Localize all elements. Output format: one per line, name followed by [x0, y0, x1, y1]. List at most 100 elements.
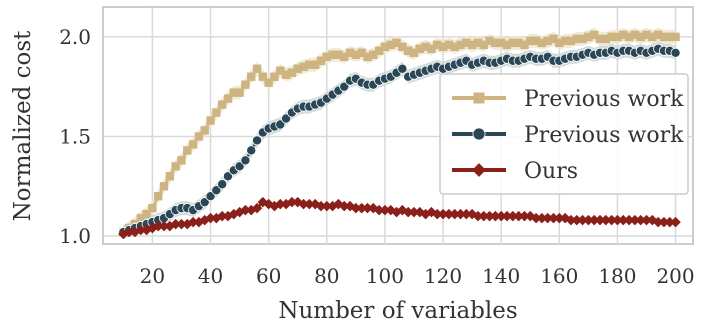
series-2-point: [635, 214, 646, 226]
series-0-point: [630, 30, 640, 40]
series-0-point: [328, 50, 337, 59]
series-1-point: [211, 185, 222, 196]
series-0-point: [293, 64, 302, 73]
series-2-point: [577, 214, 588, 226]
series-2-point: [513, 210, 524, 222]
series-2-point: [205, 212, 216, 224]
series-0-point: [613, 32, 622, 42]
series-0-point: [392, 38, 401, 48]
series-0-point: [642, 30, 651, 40]
series-0-point: [270, 72, 279, 81]
series-2-point: [373, 204, 385, 216]
series-0-point: [456, 40, 465, 50]
series-0-point: [589, 30, 599, 40]
series-0-point: [310, 60, 320, 69]
series-0-point: [578, 34, 587, 44]
series-0-point: [299, 62, 308, 71]
series-2-point: [158, 220, 170, 232]
series-0-point: [223, 94, 233, 103]
tick-labels: 20 40 60 80 100 120 140 160 180 200 1.0 1.5 2.0: [59, 25, 694, 288]
series-2-point: [298, 198, 309, 210]
series-2-point: [176, 218, 187, 230]
series-0-point: [619, 30, 628, 40]
series-2-point: [216, 210, 228, 222]
series-2-point: [612, 214, 623, 226]
series-0-point: [450, 42, 459, 52]
series-0-point: [508, 38, 518, 48]
series-0-point: [624, 32, 634, 42]
series-0-point: [444, 40, 454, 50]
series-2-point: [495, 210, 507, 222]
series-2-point: [490, 210, 501, 222]
legend-label: Ours: [524, 159, 578, 184]
series-0-point: [281, 70, 291, 79]
series-0-point: [183, 146, 192, 155]
series-0-point: [345, 48, 355, 58]
series-0-point: [584, 32, 593, 42]
series-0-point: [636, 32, 645, 42]
series-0-point: [351, 50, 361, 59]
series-2-point: [623, 214, 635, 226]
series-0-point: [136, 213, 145, 223]
series-2-point: [641, 214, 652, 226]
series-2-point: [484, 210, 495, 222]
series-0-point: [595, 34, 605, 44]
series-1-point: [339, 81, 350, 92]
series-0-point: [287, 68, 297, 77]
series-2-point: [315, 200, 327, 212]
x-tick-label: 20: [140, 264, 165, 288]
series-0-point: [491, 38, 500, 48]
series-2-point: [187, 216, 199, 228]
series-0-point: [380, 42, 390, 52]
series-2-point: [478, 210, 489, 222]
series-2-point: [437, 208, 449, 220]
x-tick-label: 180: [598, 264, 636, 288]
series-markers: [118, 30, 681, 240]
series-2-point: [449, 208, 460, 220]
series-0-point: [217, 100, 227, 109]
series-0-point: [235, 88, 244, 97]
legend: Previous work Previous work Ours: [439, 73, 689, 195]
series-2-point: [530, 212, 542, 224]
series-0-point: [433, 40, 442, 50]
series-0-point: [229, 88, 238, 97]
series-1-point: [275, 119, 286, 130]
series-0-point: [148, 203, 157, 213]
series-0-point: [549, 34, 558, 44]
series-0-point: [531, 36, 541, 46]
series-2-point: [588, 214, 600, 226]
series-2-point: [617, 214, 629, 226]
legend-box: [439, 73, 689, 195]
series-0-point: [334, 50, 343, 59]
series-0-point: [212, 108, 221, 117]
series-0-point: [537, 38, 547, 48]
series-2-point: [443, 208, 455, 220]
series-2-point: [461, 208, 472, 220]
series-0-point: [473, 38, 483, 48]
series-0-point: [421, 42, 430, 52]
series-0-point: [648, 32, 657, 42]
series-2-point: [571, 214, 582, 226]
series-0-point: [438, 42, 448, 52]
series-0-point: [206, 116, 215, 125]
y-tick-label: 1.0: [59, 224, 91, 248]
series-2-point: [472, 210, 484, 222]
series-0-point: [543, 36, 552, 46]
series-0-point: [560, 36, 570, 46]
series-0-point: [496, 38, 506, 48]
series-1-point: [199, 197, 210, 208]
series-0-point: [485, 36, 494, 46]
series-2-point: [135, 224, 147, 236]
y-axis-label: Normalized cost: [10, 30, 36, 221]
series-0-point: [403, 46, 413, 56]
series-2-point: [455, 208, 466, 220]
series-0-point: [154, 192, 163, 201]
series-0-point: [374, 46, 384, 56]
series-2-point: [164, 220, 176, 232]
series-0-point: [462, 38, 471, 48]
series-2-point: [536, 212, 548, 224]
series-2-point: [519, 210, 530, 222]
series-2-point: [379, 204, 391, 216]
series-2-point: [507, 210, 519, 222]
